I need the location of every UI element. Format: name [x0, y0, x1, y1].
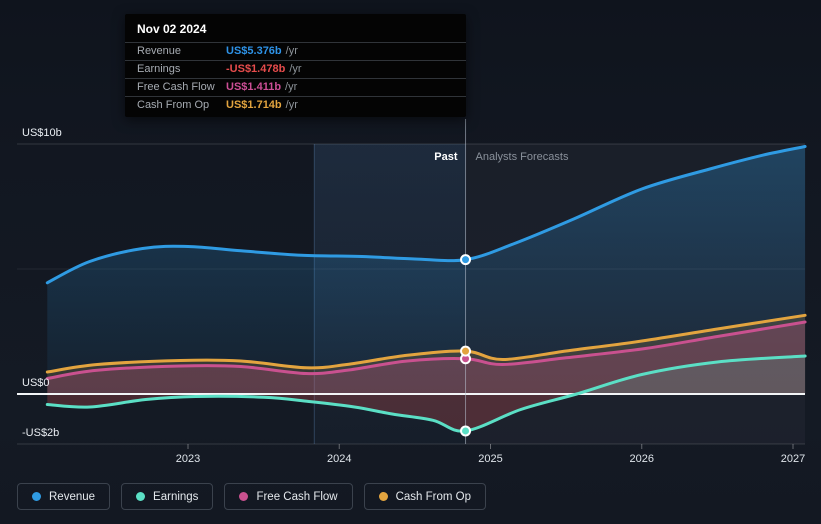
- legend-item-cash-from-op[interactable]: Cash From Op: [363, 483, 487, 510]
- earnings-negative-area-fill: [47, 394, 806, 432]
- tooltip-row-label: Free Cash Flow: [137, 81, 215, 93]
- legend-item-label: Free Cash Flow: [256, 490, 338, 503]
- tooltip-row-unit: /yr: [285, 99, 298, 111]
- tooltip-row: Revenue US$5.376b/yr: [125, 42, 466, 60]
- legend-color-dot: [136, 492, 146, 501]
- chart-canvas[interactable]: US$10b US$0 -US$2b 2023 2024 2025 2026 2027 Past…: [0, 0, 821, 475]
- tooltip-row: Cash From Op US$1.714b/yr: [125, 96, 466, 114]
- legend-color-dot: [239, 492, 249, 501]
- tooltip-row-unit: /yr: [289, 63, 302, 75]
- free-cash-flow-area-fill: [47, 322, 806, 394]
- y-axis-label: US$0: [22, 377, 50, 389]
- chart-tooltip: Nov 02 2024 Revenue US$5.376b/yr Earnings -…: [125, 14, 466, 117]
- tooltip-row-label: Revenue: [137, 45, 182, 57]
- chart-legend: Revenue Earnings Free Cash Flow Cash From O…: [17, 483, 487, 510]
- tooltip-row-unit: /yr: [285, 81, 298, 93]
- earnings-positive-area-fill: [47, 356, 806, 394]
- legend-item-label: Revenue: [49, 490, 96, 503]
- revenue-area-fill: [47, 146, 806, 394]
- x-axis-label: 2025: [478, 453, 502, 465]
- tooltip-row-value: US$5.376b: [226, 45, 282, 57]
- tooltip-row-label: Earnings: [137, 63, 181, 75]
- x-axis-label: 2026: [630, 453, 654, 465]
- earnings-line: [45, 354, 807, 433]
- tooltip-row-label: Cash From Op: [137, 99, 210, 111]
- revenue-marker-dot[interactable]: [460, 254, 472, 266]
- free-cash-flow-line: [45, 320, 807, 380]
- past-label: Past: [434, 151, 458, 163]
- legend-color-dot: [32, 492, 41, 501]
- tooltip-row: Earnings -US$1.478b/yr: [125, 60, 466, 78]
- analysts-forecasts-label: Analysts Forecasts: [476, 151, 569, 163]
- legend-item-earnings[interactable]: Earnings: [121, 483, 214, 510]
- legend-item-free-cash-flow[interactable]: Free Cash Flow: [224, 483, 353, 510]
- legend-item-label: Earnings: [153, 490, 199, 503]
- y-axis-label: US$10b: [22, 127, 62, 139]
- tooltip-row-value: US$1.714b: [226, 99, 282, 111]
- tooltip-row-value: US$1.411b: [226, 81, 282, 93]
- tooltip-row: Free Cash Flow US$1.411b/yr: [125, 78, 466, 96]
- x-axis-label: 2027: [781, 453, 805, 465]
- cash-from-op-line: [45, 313, 807, 374]
- revenue-line: [45, 145, 807, 285]
- tooltip-rows: Revenue US$5.376b/yr Earnings -US$1.478b/yr…: [125, 42, 466, 114]
- legend-item-label: Cash From Op: [395, 490, 472, 503]
- cash-from-op-marker-dot[interactable]: [460, 345, 472, 357]
- legend-color-dot: [378, 492, 388, 501]
- x-axis-label: 2024: [327, 453, 351, 465]
- tooltip-date: Nov 02 2024: [137, 22, 207, 36]
- earnings-marker-dot[interactable]: [460, 425, 472, 437]
- legend-item-revenue[interactable]: Revenue: [17, 483, 111, 510]
- y-axis-label: -US$2b: [22, 427, 59, 439]
- tooltip-row-unit: /yr: [285, 45, 298, 57]
- tooltip-row-value: -US$1.478b: [226, 63, 286, 75]
- x-axis-label: 2023: [176, 453, 200, 465]
